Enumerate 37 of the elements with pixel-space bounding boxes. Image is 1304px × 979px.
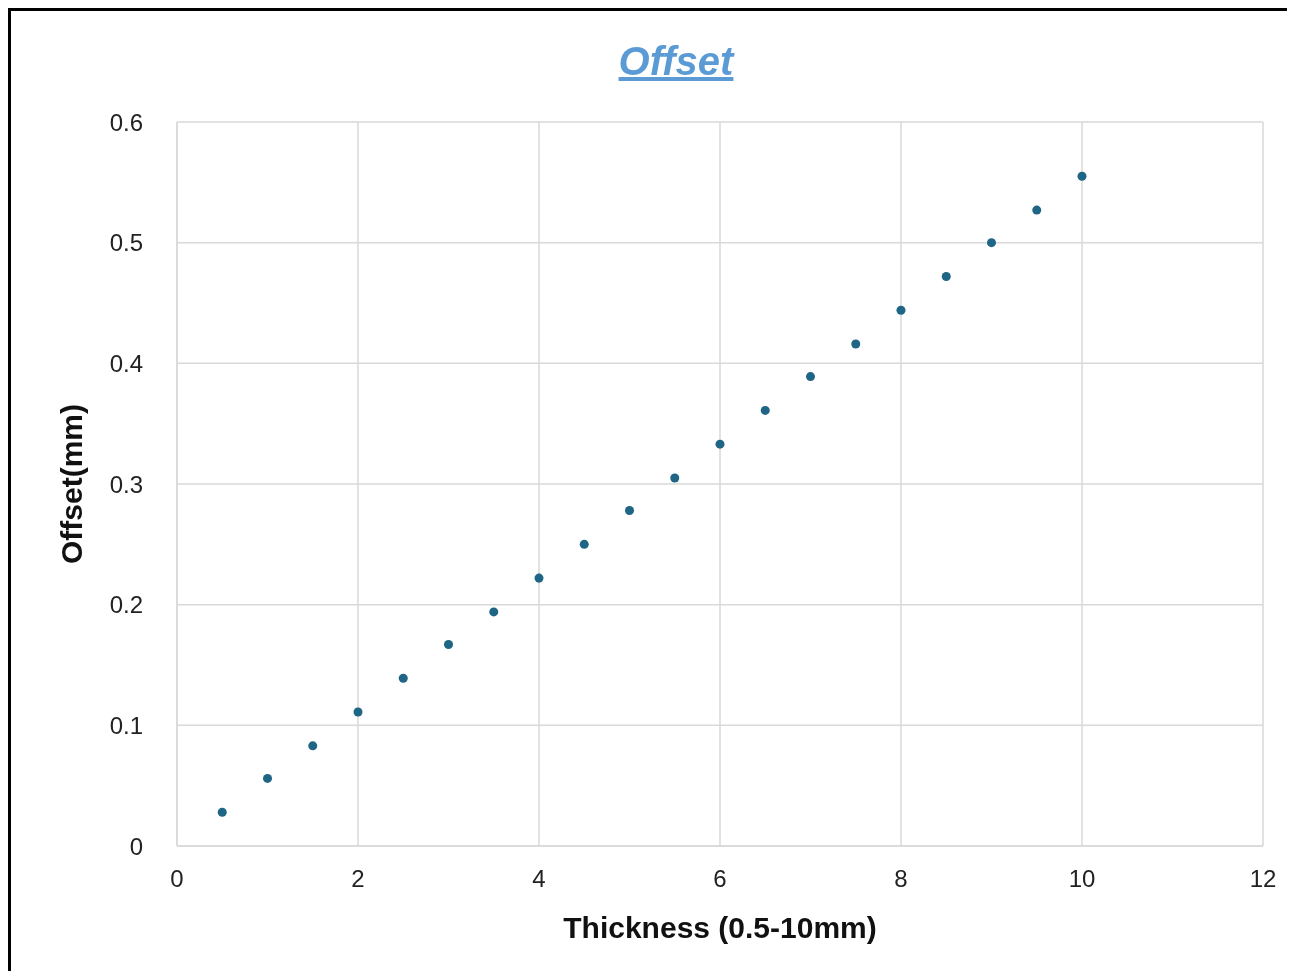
x-tick-label: 2 bbox=[351, 865, 365, 893]
x-tick-label: 10 bbox=[1068, 865, 1096, 893]
point bbox=[1077, 171, 1087, 181]
point bbox=[624, 506, 635, 516]
point bbox=[262, 773, 273, 783]
x-tick-label: 12 bbox=[1249, 865, 1277, 893]
point bbox=[579, 539, 589, 549]
point bbox=[805, 372, 816, 382]
point bbox=[715, 439, 725, 449]
point bbox=[760, 405, 770, 415]
point bbox=[896, 305, 906, 315]
point bbox=[534, 573, 544, 583]
point bbox=[941, 271, 951, 281]
point bbox=[851, 339, 861, 349]
x-tick-label: 8 bbox=[894, 865, 908, 893]
x-axis-title: Thickness (0.5-10mm) bbox=[563, 911, 877, 944]
point bbox=[489, 607, 499, 617]
y-tick-label: 0.4 bbox=[109, 349, 143, 377]
point bbox=[443, 639, 454, 649]
point bbox=[670, 473, 680, 483]
point bbox=[353, 707, 363, 717]
chart-title: Offset bbox=[617, 39, 736, 84]
y-tick-label: 0.1 bbox=[109, 711, 143, 739]
point bbox=[398, 673, 408, 683]
x-tick-label: 6 bbox=[713, 865, 727, 893]
y-tick-label: 0.2 bbox=[109, 591, 143, 619]
x-tick-label: 0 bbox=[170, 865, 184, 893]
y-tick-label: 0.3 bbox=[109, 470, 143, 498]
x-tick-label: 4 bbox=[532, 865, 546, 893]
y-tick-label: 0 bbox=[129, 832, 143, 860]
point bbox=[308, 741, 318, 751]
y-axis-title: Offset(mm) bbox=[54, 403, 88, 565]
point bbox=[986, 238, 997, 248]
point bbox=[1032, 205, 1042, 215]
y-tick-label: 0.6 bbox=[109, 108, 143, 136]
point bbox=[217, 807, 227, 817]
y-tick-label: 0.5 bbox=[109, 229, 143, 257]
